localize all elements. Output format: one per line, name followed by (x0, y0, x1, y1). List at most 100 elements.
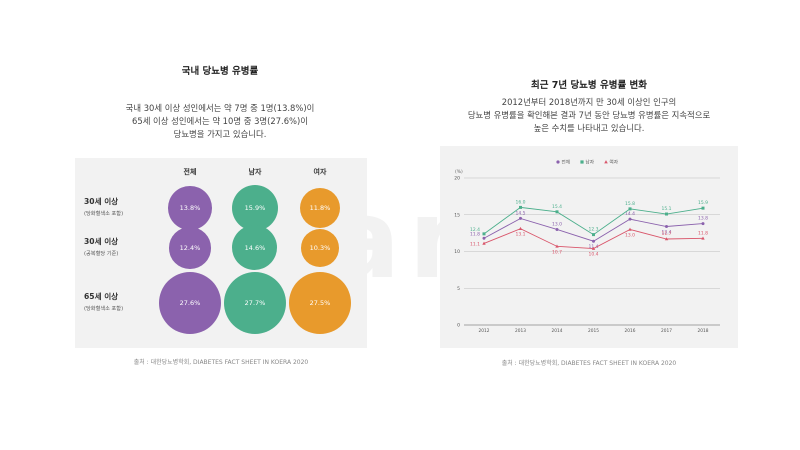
legend-marker (556, 160, 560, 164)
row-sublabel: (공복혈당 기준) (84, 251, 119, 257)
bubble-value-label: 27.5% (309, 298, 331, 307)
row-sublabel: (당화혈색소 포함) (84, 211, 124, 217)
line-chart-card: (%) 0 5 10 15 20 2012 2013 2014 2015 2016 2017 2018 전… (440, 146, 738, 348)
line-chart: (%) 0 5 10 15 20 2012 2013 2014 2015 2016 2017 2018 전… (454, 159, 720, 334)
data-point (701, 206, 705, 210)
bubble-value-label: 13.8% (179, 203, 201, 212)
legend-label: 여자 (610, 159, 619, 166)
left-source: 출처 : 대한당뇨병학회, DIABETES FACT SHEET IN KOE… (133, 359, 309, 366)
desc-line: 당뇨병을 가지고 있습니다. (173, 129, 267, 139)
desc-line: 65세 이상 성인에서는 약 10명 중 3명(27.6%)이 (132, 116, 308, 126)
row-sublabel: (당화혈색소 포함) (84, 306, 124, 312)
bubble: 27.7% (224, 272, 286, 334)
data-label: 11.1 (470, 241, 480, 247)
data-point (591, 246, 596, 250)
bubble: 27.6% (159, 272, 221, 334)
bubble: 12.4% (169, 227, 211, 269)
data-point (555, 210, 559, 214)
column-header: 여자 (313, 168, 327, 176)
data-point (518, 226, 523, 231)
data-point (664, 237, 669, 241)
data-point (555, 244, 559, 248)
bubble-value-label: 15.9% (244, 203, 266, 212)
data-point (701, 236, 705, 240)
data-label: 13.0 (625, 232, 635, 238)
y-tick-label: 20 (454, 176, 460, 182)
data-label: 12.4 (470, 227, 480, 233)
data-label: 13.1 (515, 232, 525, 238)
column-header: 전체 (183, 168, 197, 176)
data-point (592, 233, 595, 237)
bubble-value-label: 12.4% (179, 243, 201, 252)
desc-line: 당뇨병 유병률을 확인해본 결과 7년 동안 당뇨병 유병률은 지속적으로 (467, 110, 711, 120)
data-label: 14.5 (515, 210, 525, 216)
data-point (628, 217, 632, 221)
x-tick-label: 2015 (588, 328, 599, 334)
data-point (519, 216, 522, 220)
bubble-value-label: 11.8% (309, 203, 331, 212)
data-point (482, 241, 486, 245)
legend-label: 남자 (586, 159, 595, 166)
data-label: 13.8 (698, 216, 708, 222)
data-label: 11.8 (470, 231, 480, 237)
data-point (519, 205, 522, 209)
row-label: 65세 이상 (84, 292, 119, 301)
data-point (701, 222, 705, 226)
data-label: 11.8 (698, 230, 708, 236)
bubble: 10.3% (301, 229, 339, 267)
data-label: 14.4 (625, 211, 635, 217)
desc-line: 2012년부터 2018년까지 만 30세 이상인 인구의 (501, 97, 677, 107)
data-point (665, 212, 668, 216)
data-point (665, 225, 668, 229)
x-tick-label: 2017 (661, 328, 672, 334)
data-point (482, 236, 486, 240)
data-label: 13.0 (552, 221, 562, 227)
data-label: 16.0 (515, 199, 525, 205)
bubble: 14.6% (232, 225, 278, 271)
data-point (555, 227, 559, 231)
data-label: 15.4 (552, 204, 562, 210)
desc-line: 국내 30세 이상 성인에서는 약 7명 중 1명(13.8%)이 (125, 103, 315, 113)
bubble: 13.8% (168, 186, 212, 230)
right-source: 출처 : 대한당뇨병학회, DIABETES FACT SHEET IN KOE… (501, 360, 677, 367)
bubble: 11.8% (299, 187, 341, 229)
data-label: 11.7 (661, 231, 671, 237)
data-point (482, 232, 486, 236)
bubble-chart-card: 전체 남자 여자 30세 이상 (당화혈색소 포함) 13.8% 15.9% 11.8% 30세… (75, 158, 367, 348)
bubble-value-label: 14.6% (244, 243, 266, 252)
data-label: 10.7 (552, 249, 562, 255)
data-point (628, 227, 632, 231)
right-panel-title: 최근 7년 당뇨병 유병률 변화 (531, 80, 647, 91)
legend-label: 전체 (562, 159, 570, 166)
data-label: 10.4 (588, 252, 598, 258)
left-panel-title: 국내 당뇨병 유병률 (181, 66, 259, 77)
left-panel-description: 국내 30세 이상 성인에서는 약 7명 중 1명(13.8%)이 65세 이상… (60, 102, 380, 141)
y-tick-label: 10 (454, 249, 460, 255)
bubble-value-label: 27.7% (244, 299, 266, 307)
column-header: 남자 (248, 168, 262, 176)
data-label: 15.9 (698, 200, 708, 206)
data-label: 12.3 (588, 227, 598, 233)
x-tick-label: 2018 (698, 328, 709, 334)
y-tick-label: 15 (454, 212, 460, 218)
y-axis-unit: (%) (455, 169, 463, 175)
bubble: 27.5% (289, 272, 351, 334)
data-label: 15.8 (625, 201, 635, 207)
x-tick-label: 2013 (515, 328, 526, 334)
legend-marker (580, 160, 584, 164)
row-label: 30세 이상 (84, 197, 119, 206)
x-tick-label: 2014 (552, 328, 563, 334)
x-tick-label: 2016 (625, 328, 636, 334)
data-point (628, 207, 632, 211)
x-tick-label: 2012 (479, 328, 490, 334)
y-tick-label: 5 (457, 286, 460, 292)
bubble: 15.9% (231, 184, 279, 232)
right-panel-description: 2012년부터 2018년까지 만 30세 이상인 인구의 당뇨병 유병률을 확… (420, 96, 758, 135)
legend-marker (604, 160, 608, 164)
data-label: 13.4 (661, 230, 671, 236)
bubble-value-label: 27.6% (179, 298, 201, 307)
bubble-value-label: 10.3% (309, 243, 331, 252)
y-tick-label: 0 (457, 323, 460, 329)
data-point (592, 239, 595, 243)
bubble-chart: 전체 남자 여자 30세 이상 (당화혈색소 포함) 13.8% 15.9% 11.8% 30세… (75, 158, 367, 348)
